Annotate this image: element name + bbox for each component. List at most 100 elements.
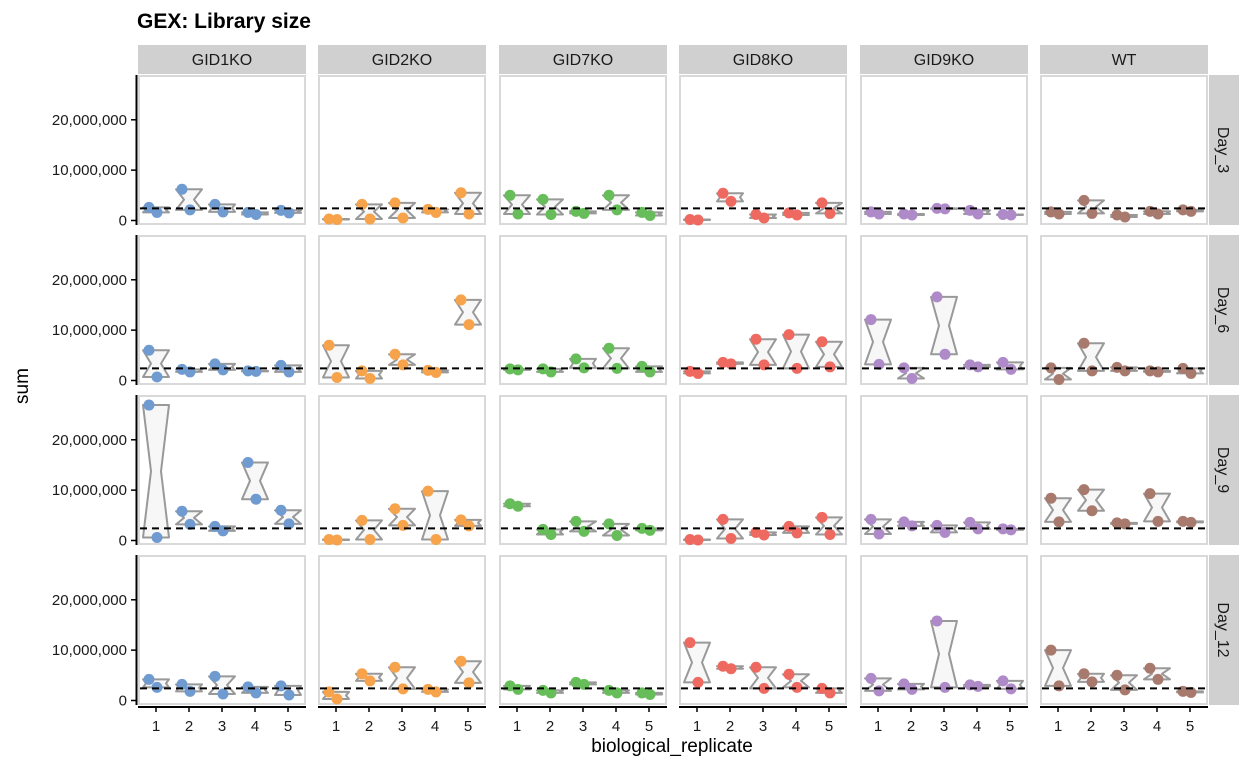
data-point <box>1005 209 1017 221</box>
x-tick-label: 2 <box>1087 718 1095 735</box>
data-point <box>964 516 976 528</box>
data-point <box>824 207 836 219</box>
y-tick-label: 10,000,000 <box>52 162 127 179</box>
facet-strip-wt <box>1040 45 1208 74</box>
data-point <box>176 678 188 690</box>
y-tick-label: 0 <box>119 532 127 549</box>
facet-strip-day-12 <box>1209 555 1239 705</box>
data-point <box>684 533 696 545</box>
data-point <box>176 505 188 517</box>
data-point <box>209 358 221 370</box>
x-tick-label: 1 <box>693 718 701 735</box>
data-point <box>939 348 951 360</box>
data-point <box>1053 208 1065 220</box>
data-point <box>873 358 885 370</box>
x-tick-label: 5 <box>284 718 292 735</box>
data-point <box>323 339 335 351</box>
data-point <box>364 533 376 545</box>
data-point <box>1185 686 1197 698</box>
data-point <box>250 208 262 220</box>
data-point <box>455 655 467 667</box>
y-tick-label: 10,000,000 <box>52 642 127 659</box>
facet-strip-day-3 <box>1209 75 1239 225</box>
x-tick-label: 1 <box>152 718 160 735</box>
x-tick-label: 3 <box>1120 718 1128 735</box>
x-tick-label: 3 <box>218 718 226 735</box>
data-point <box>824 528 836 540</box>
data-point <box>906 520 918 532</box>
facet-strip-day-9 <box>1209 395 1239 545</box>
facet-panel <box>860 75 1028 225</box>
facet-panel <box>1040 75 1208 225</box>
data-point <box>356 668 368 680</box>
data-point <box>972 361 984 373</box>
data-point <box>463 677 475 689</box>
data-point <box>1111 517 1123 529</box>
data-point <box>151 206 163 218</box>
facet-grid: GID1KO GID2KO GID7KO GID8KO GID9KO WT Day_3 Day… <box>52 45 1239 735</box>
data-point <box>389 503 401 515</box>
data-point <box>997 675 1009 687</box>
data-point <box>1119 518 1131 530</box>
data-point <box>364 372 376 384</box>
data-point <box>283 207 295 219</box>
data-point <box>750 661 762 673</box>
x-tick-label: 4 <box>973 718 981 735</box>
x-tick-label: 3 <box>398 718 406 735</box>
data-point <box>717 513 729 525</box>
x-tick-label: 4 <box>612 718 620 735</box>
data-point <box>1005 363 1017 375</box>
data-point <box>512 364 524 376</box>
data-point <box>939 203 951 215</box>
data-point <box>684 213 696 225</box>
data-point <box>151 681 163 693</box>
data-point <box>504 363 516 375</box>
data-point <box>791 527 803 539</box>
data-point <box>1078 484 1090 496</box>
data-point <box>906 683 918 695</box>
data-point <box>389 197 401 209</box>
data-point <box>783 668 795 680</box>
data-point <box>1144 488 1156 500</box>
facet-strip-gid7ko <box>499 45 667 74</box>
x-tick-label: 4 <box>792 718 800 735</box>
data-point <box>463 208 475 220</box>
facet-strip-day-6 <box>1209 235 1239 385</box>
data-point <box>873 528 885 540</box>
data-point <box>545 208 557 220</box>
data-point <box>323 213 335 225</box>
facet-label-gid1ko: GID1KO <box>192 52 252 69</box>
data-point <box>972 680 984 692</box>
data-point <box>184 204 196 216</box>
violin-shape <box>1044 497 1072 523</box>
violin-shape <box>749 338 777 366</box>
data-point <box>397 212 409 224</box>
data-point <box>1185 516 1197 528</box>
data-point <box>783 329 795 341</box>
data-point <box>1152 208 1164 220</box>
data-point <box>331 534 343 546</box>
data-point <box>997 523 1009 535</box>
data-point <box>816 682 828 694</box>
data-point <box>1086 505 1098 517</box>
data-point <box>873 208 885 220</box>
data-point <box>1119 211 1131 223</box>
data-point <box>430 206 442 218</box>
data-point <box>331 693 343 705</box>
data-point <box>931 615 943 627</box>
data-point <box>430 533 442 545</box>
x-tick-label: 1 <box>1054 718 1062 735</box>
data-point <box>603 518 615 530</box>
facet-strip-gid9ko <box>860 45 1028 74</box>
facet-label-wt: WT <box>1112 52 1137 69</box>
data-point <box>865 513 877 525</box>
data-point <box>1152 515 1164 527</box>
data-point <box>603 189 615 201</box>
data-point <box>455 514 467 526</box>
data-point <box>865 672 877 684</box>
data-point <box>791 209 803 221</box>
data-point <box>283 689 295 701</box>
y-tick-label: 0 <box>119 692 127 709</box>
data-point <box>1078 668 1090 680</box>
data-point <box>644 524 656 536</box>
